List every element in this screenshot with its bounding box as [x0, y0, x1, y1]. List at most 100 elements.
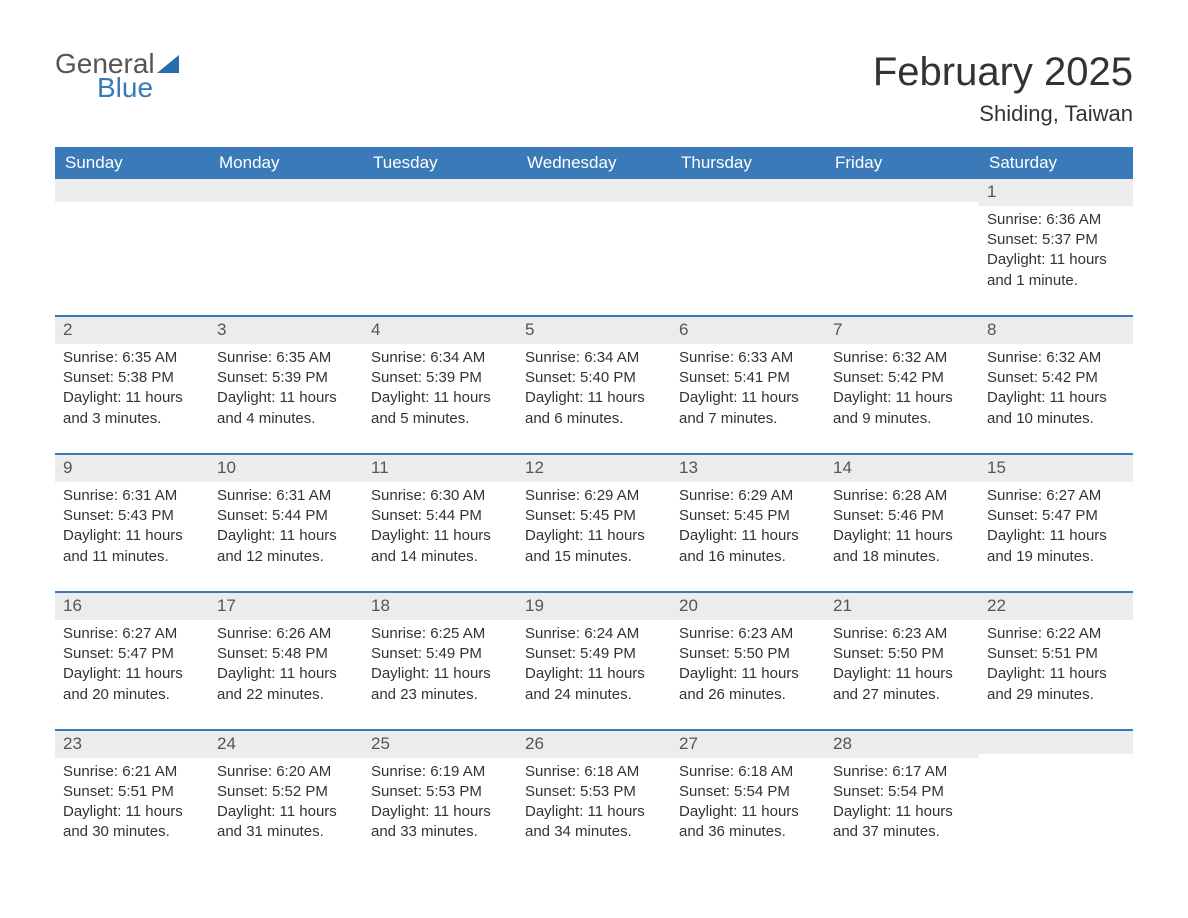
sunset-text: Sunset: 5:41 PM: [679, 368, 817, 388]
calendar-cell: [979, 731, 1133, 853]
sunrise-text: Sunrise: 6:18 AM: [525, 762, 663, 782]
calendar-cell: 28 Sunrise: 6:17 AMSunset: 5:54 PMDayligh…: [825, 731, 979, 853]
calendar-cell: 4Sunrise: 6:34 AMSunset: 5:39 PMDaylight…: [363, 317, 517, 439]
daylight2-text: and 14 minutes.: [371, 547, 509, 567]
daylight2-text: and 12 minutes.: [217, 547, 355, 567]
daylight1-text: Daylight: 11 hours: [371, 802, 509, 822]
daylight1-text: Daylight: 11 hours: [217, 664, 355, 684]
sunrise-text: Sunrise: 6:23 AM: [679, 624, 817, 644]
calendar-cell: 3 Sunrise: 6:35 AMSunset: 5:39 PMDaylight…: [209, 317, 363, 439]
daylight2-text: and 33 minutes.: [371, 822, 509, 842]
daylight2-text: and 20 minutes.: [63, 685, 201, 705]
sunset-text: Sunset: 5:48 PM: [217, 644, 355, 664]
calendar-cell: 19Sunrise: 6:24 AMSunset: 5:49 PMDayligh…: [517, 593, 671, 715]
daylight1-text: Daylight: 11 hours: [525, 526, 663, 546]
calendar-cell: [671, 179, 825, 301]
day-number: 8: [979, 317, 1133, 344]
daylight2-text: and 27 minutes.: [833, 685, 971, 705]
sunset-text: Sunset: 5:43 PM: [63, 506, 201, 526]
calendar-cell: 8Sunrise: 6:32 AMSunset: 5:42 PMDaylight…: [979, 317, 1133, 439]
daylight1-text: Daylight: 11 hours: [371, 526, 509, 546]
calendar-cell: 21Sunrise: 6:23 AMSunset: 5:50 PMDayligh…: [825, 593, 979, 715]
daylight1-text: Daylight: 11 hours: [987, 388, 1125, 408]
weeks-container: 1Sunrise: 6:36 AMSunset: 5:37 PMDaylight…: [55, 179, 1133, 853]
calendar-cell: 9Sunrise: 6:31 AMSunset: 5:43 PMDaylight…: [55, 455, 209, 577]
calendar-cell: [825, 179, 979, 301]
calendar-cell: 11Sunrise: 6:30 AMSunset: 5:44 PMDayligh…: [363, 455, 517, 577]
calendar-cell: 27Sunrise: 6:18 AMSunset: 5:54 PMDayligh…: [671, 731, 825, 853]
day-number: 11: [363, 455, 517, 482]
calendar-cell: [209, 179, 363, 301]
day-number: 3: [209, 317, 363, 344]
day-number: 28: [825, 731, 979, 758]
daylight1-text: Daylight: 11 hours: [217, 802, 355, 822]
sunset-text: Sunset: 5:39 PM: [217, 368, 355, 388]
sunrise-text: Sunrise: 6:23 AM: [833, 624, 971, 644]
day-number: 26: [517, 731, 671, 758]
calendar-cell: 16Sunrise: 6:27 AMSunset: 5:47 PMDayligh…: [55, 593, 209, 715]
daylight1-text: Daylight: 11 hours: [525, 388, 663, 408]
month-title: February 2025: [873, 50, 1133, 95]
sunset-text: Sunset: 5:47 PM: [63, 644, 201, 664]
calendar-cell: [363, 179, 517, 301]
daylight1-text: Daylight: 11 hours: [217, 388, 355, 408]
sunset-text: Sunset: 5:51 PM: [987, 644, 1125, 664]
calendar-cell: 5Sunrise: 6:34 AMSunset: 5:40 PMDaylight…: [517, 317, 671, 439]
daylight1-text: Daylight: 11 hours: [679, 802, 817, 822]
sunrise-text: Sunrise: 6:27 AM: [987, 486, 1125, 506]
sunset-text: Sunset: 5:50 PM: [679, 644, 817, 664]
day-number: [825, 179, 979, 202]
day-number: 4: [363, 317, 517, 344]
header: General Blue February 2025 Shiding, Taiw…: [55, 50, 1133, 127]
sunset-text: Sunset: 5:45 PM: [525, 506, 663, 526]
sunrise-text: Sunrise: 6:33 AM: [679, 348, 817, 368]
calendar-cell: 22Sunrise: 6:22 AMSunset: 5:51 PMDayligh…: [979, 593, 1133, 715]
calendar-cell: 25Sunrise: 6:19 AMSunset: 5:53 PMDayligh…: [363, 731, 517, 853]
daylight2-text: and 7 minutes.: [679, 409, 817, 429]
sunrise-text: Sunrise: 6:31 AM: [63, 486, 201, 506]
calendar-cell: 2Sunrise: 6:35 AMSunset: 5:38 PMDaylight…: [55, 317, 209, 439]
calendar-cell: 1Sunrise: 6:36 AMSunset: 5:37 PMDaylight…: [979, 179, 1133, 301]
daylight2-text: and 9 minutes.: [833, 409, 971, 429]
daylight1-text: Daylight: 11 hours: [833, 802, 971, 822]
sunset-text: Sunset: 5:47 PM: [987, 506, 1125, 526]
sunrise-text: Sunrise: 6:26 AM: [217, 624, 355, 644]
daylight2-text: and 30 minutes.: [63, 822, 201, 842]
day-number: 5: [517, 317, 671, 344]
day-number: 13: [671, 455, 825, 482]
daylight1-text: Daylight: 11 hours: [679, 526, 817, 546]
calendar-cell: [55, 179, 209, 301]
logo-triangle-icon: [157, 55, 179, 73]
sunset-text: Sunset: 5:52 PM: [217, 782, 355, 802]
day-number: 2: [55, 317, 209, 344]
sunrise-text: Sunrise: 6:35 AM: [217, 348, 355, 368]
daylight1-text: Daylight: 11 hours: [833, 664, 971, 684]
sunrise-text: Sunrise: 6:24 AM: [525, 624, 663, 644]
dayname-tuesday: Tuesday: [363, 147, 517, 179]
daylight1-text: Daylight: 11 hours: [63, 802, 201, 822]
sunset-text: Sunset: 5:54 PM: [833, 782, 971, 802]
dayname-wednesday: Wednesday: [517, 147, 671, 179]
daylight2-text: and 11 minutes.: [63, 547, 201, 567]
day-number: 10: [209, 455, 363, 482]
sunrise-text: Sunrise: 6:34 AM: [371, 348, 509, 368]
daylight2-text: and 24 minutes.: [525, 685, 663, 705]
title-block: February 2025 Shiding, Taiwan: [873, 50, 1133, 127]
daylight1-text: Daylight: 11 hours: [987, 526, 1125, 546]
calendar-cell: 26Sunrise: 6:18 AMSunset: 5:53 PMDayligh…: [517, 731, 671, 853]
calendar-cell: 23Sunrise: 6:21 AMSunset: 5:51 PMDayligh…: [55, 731, 209, 853]
daylight2-text: and 22 minutes.: [217, 685, 355, 705]
daylight1-text: Daylight: 11 hours: [217, 526, 355, 546]
sunset-text: Sunset: 5:44 PM: [217, 506, 355, 526]
day-number: 20: [671, 593, 825, 620]
day-number: [671, 179, 825, 202]
sunrise-text: Sunrise: 6:17 AM: [833, 762, 971, 782]
daylight2-text: and 34 minutes.: [525, 822, 663, 842]
day-number: 21: [825, 593, 979, 620]
daylight2-text: and 37 minutes.: [833, 822, 971, 842]
daylight2-text: and 26 minutes.: [679, 685, 817, 705]
sunset-text: Sunset: 5:39 PM: [371, 368, 509, 388]
logo: General Blue: [55, 50, 179, 102]
daylight1-text: Daylight: 11 hours: [525, 664, 663, 684]
daylight2-text: and 3 minutes.: [63, 409, 201, 429]
